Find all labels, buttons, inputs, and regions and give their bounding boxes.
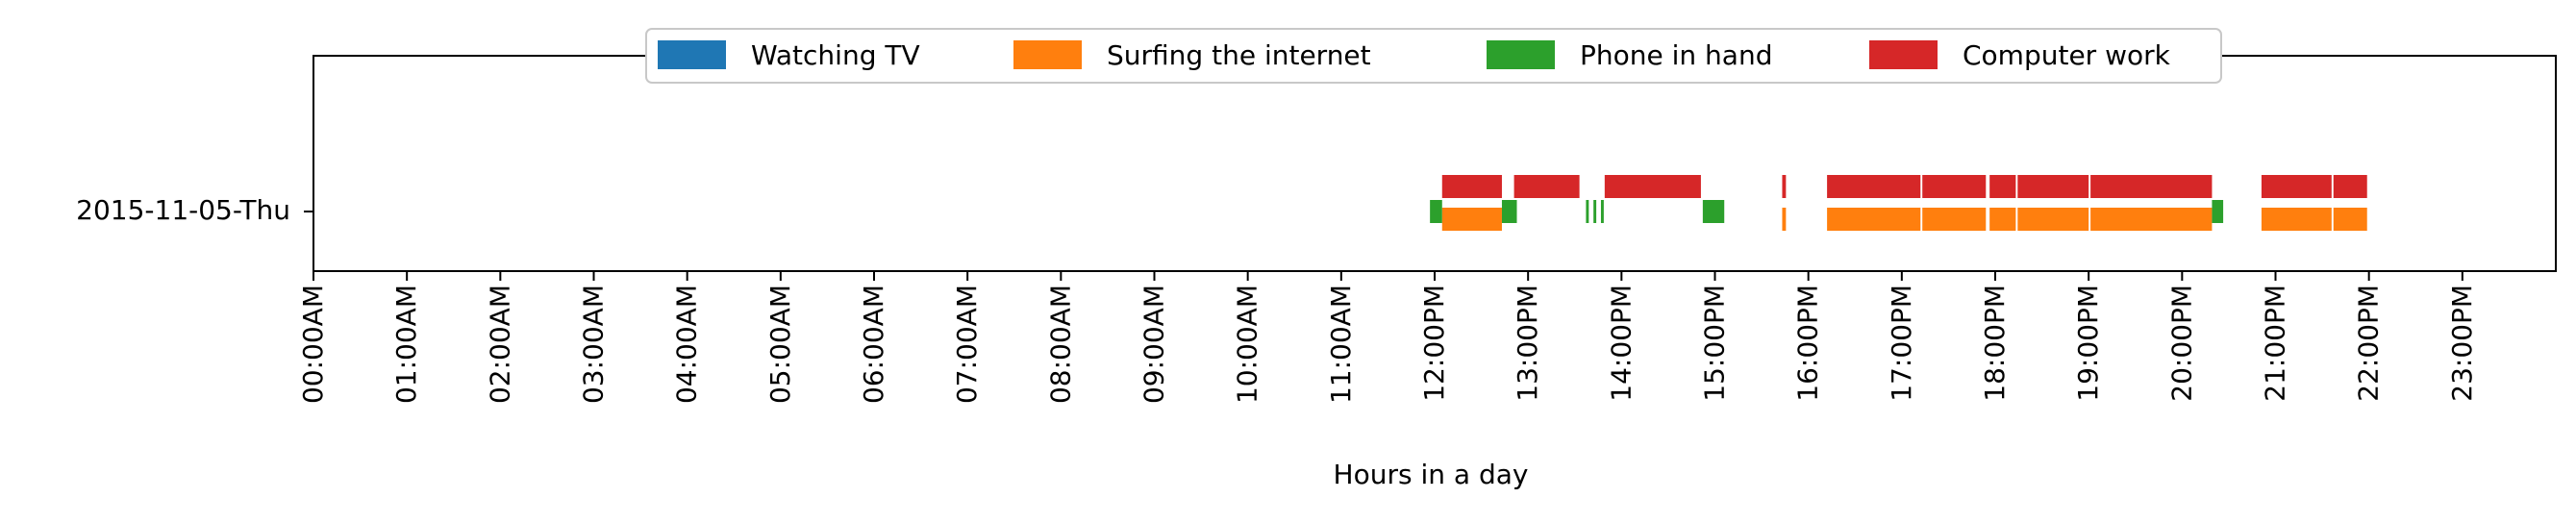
legend-swatch xyxy=(1487,40,1555,69)
timeline-segment-computer-work xyxy=(2017,175,2089,198)
x-tick-label: 15:00PM xyxy=(1699,285,1731,402)
timeline-segment-computer-work xyxy=(1782,175,1787,198)
legend-label: Watching TV xyxy=(751,39,920,71)
legend-label: Computer work xyxy=(1963,39,2171,71)
timeline-segment-computer-work xyxy=(1441,175,1502,198)
legend-swatch xyxy=(1013,40,1082,69)
timeline-segment-computer-work xyxy=(1989,175,2016,198)
x-tick-label: 17:00PM xyxy=(1886,285,1917,402)
x-tick-label: 19:00PM xyxy=(2072,285,2104,402)
timeline-segment-surfing-the-internet xyxy=(2261,208,2332,231)
legend-swatch xyxy=(658,40,726,69)
x-tick-label: 14:00PM xyxy=(1605,285,1637,402)
legend: Watching TV Surfing the internet Phone in … xyxy=(645,28,2222,84)
timeline-segment-phone-in-hand xyxy=(1600,200,1604,223)
timeline-segment-phone-in-hand xyxy=(2212,200,2224,223)
timeline-segment-computer-work xyxy=(1513,175,1580,198)
timeline-segment-computer-work xyxy=(1922,175,1987,198)
timeline-segment-surfing-the-internet xyxy=(1922,208,1987,231)
timeline-segment-computer-work xyxy=(2090,175,2213,198)
x-tick-label: 23:00PM xyxy=(2446,285,2478,402)
x-tick-label: 16:00PM xyxy=(1792,285,1824,402)
axes-frame xyxy=(313,55,2557,272)
timeline-segment-surfing-the-internet xyxy=(2017,208,2089,231)
x-tick-label: 01:00AM xyxy=(390,285,422,404)
x-axis-label: Hours in a day xyxy=(1334,459,1529,490)
timeline-segment-surfing-the-internet xyxy=(2333,208,2367,231)
x-tick-label: 10:00AM xyxy=(1232,285,1263,404)
timeline-segment-surfing-the-internet xyxy=(1989,208,2016,231)
timeline-segment-phone-in-hand xyxy=(1430,200,1442,223)
x-tick-label: 05:00AM xyxy=(764,285,796,404)
y-category-label: 2015-11-05-Thu xyxy=(76,194,290,226)
x-tick-label: 07:00AM xyxy=(951,285,983,404)
bars-layer xyxy=(1430,175,2367,231)
legend-swatch xyxy=(1869,40,1938,69)
timeline-segment-surfing-the-internet xyxy=(2090,208,2213,231)
legend-label: Phone in hand xyxy=(1580,39,1772,71)
x-tick-label: 13:00PM xyxy=(1512,285,1543,402)
x-tick-label: 06:00AM xyxy=(858,285,889,404)
timeline-segment-surfing-the-internet xyxy=(1441,208,1502,231)
timeline-segment-surfing-the-internet xyxy=(1782,208,1787,231)
legend-label: Surfing the internet xyxy=(1107,39,1371,71)
timeline-segment-surfing-the-internet xyxy=(1827,208,1921,231)
timeline-segment-phone-in-hand xyxy=(1501,200,1517,223)
timeline-segment-computer-work xyxy=(2261,175,2332,198)
x-tick-label: 18:00PM xyxy=(1979,285,2011,402)
timeline-segment-phone-in-hand xyxy=(1586,200,1589,223)
y-axis: 2015-11-05-Thu xyxy=(76,194,313,226)
x-tick-label: 08:00AM xyxy=(1044,285,1076,404)
timeline-segment-computer-work xyxy=(2333,175,2367,198)
timeline-segment-computer-work xyxy=(1827,175,1921,198)
x-tick-label: 21:00PM xyxy=(2260,285,2291,402)
x-tick-label: 00:00AM xyxy=(297,285,329,404)
x-tick-label: 03:00AM xyxy=(578,285,610,404)
x-axis: 00:00AM 01:00AM 02:00AM 03:00AM 04:00AM 05:00… xyxy=(297,271,2478,404)
x-tick-label: 12:00PM xyxy=(1418,285,1450,402)
timeline-segment-computer-work xyxy=(1604,175,1701,198)
timeline-segment-phone-in-hand xyxy=(1593,200,1597,223)
x-tick-label: 11:00AM xyxy=(1325,285,1357,404)
x-tick-label: 20:00PM xyxy=(2165,285,2197,402)
x-tick-label: 02:00AM xyxy=(484,285,515,404)
x-tick-label: 22:00PM xyxy=(2353,285,2385,402)
x-tick-label: 04:00AM xyxy=(671,285,703,404)
x-tick-label: 09:00AM xyxy=(1138,285,1170,404)
timeline-segment-phone-in-hand xyxy=(1702,200,1725,223)
